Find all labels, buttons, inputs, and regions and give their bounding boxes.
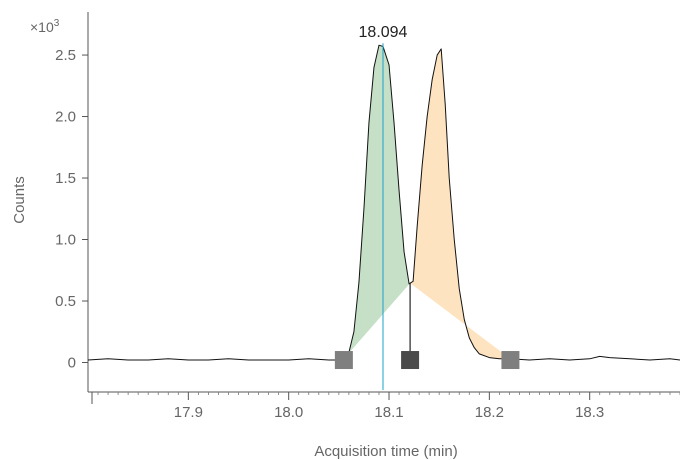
y-tick-label: 0.5 [55,293,76,310]
x-tick-label: 17.9 [174,404,203,421]
y-tick-label: 2.5 [55,47,76,64]
integration-marker[interactable] [401,351,420,370]
x-tick-label: 18.1 [374,404,403,421]
peak-fill-2 [410,48,511,359]
axes [87,12,680,393]
x-tick-label: 18.3 [575,404,604,421]
chromatogram-line [87,44,680,361]
peak-fill-1 [343,45,411,359]
integration-marker[interactable] [501,351,520,370]
y-multiplier-exponent: 3 [54,18,60,29]
integration-marker[interactable] [334,351,353,370]
x-axis-title: Acquisition time (min) [314,443,457,460]
integration-markers [334,351,520,370]
y-tick-label: 1.0 [55,232,76,249]
x-tick-label: 18.0 [274,404,303,421]
y-tick-label: 0 [68,354,76,371]
peak-fills [343,45,511,361]
trace [87,44,680,361]
x-tick-label: 18.2 [475,404,504,421]
y-axis-title: Counts [11,176,28,224]
y-axis-multiplier: ×103 [30,18,60,35]
y-tick-label: 2.0 [55,109,76,126]
ticks: 0 0.5 1.0 1.5 2.0 2.5 17.9 18.0 18.1 18.2 18.3 [55,47,680,421]
y-multiplier-base: ×10 [30,19,54,35]
y-tick-label: 1.5 [55,170,76,187]
peak-label: 18.094 [359,24,408,41]
